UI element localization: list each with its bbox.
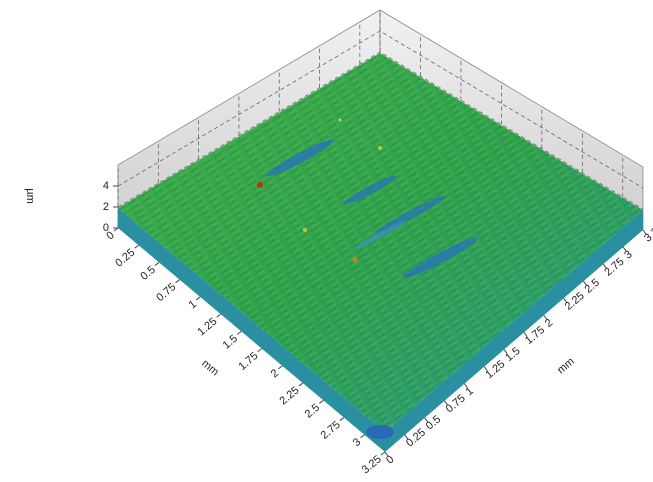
x-tick (339, 417, 345, 421)
x-tick (236, 330, 242, 335)
x-tick-label: 0.75 (154, 281, 178, 304)
x-tick-label: 0.25 (113, 247, 137, 270)
x-tick-label: 1.5 (221, 333, 240, 352)
y-tick-label: 2.5 (583, 277, 602, 296)
y-tick-label: 3.25 (642, 222, 653, 245)
x-tick (278, 365, 283, 370)
x-tick-label: 3.25 (360, 453, 384, 476)
y-tick-label: 1 (463, 385, 475, 398)
y-tick (404, 434, 409, 440)
x-tick (298, 382, 304, 387)
z-tick-label: 2 (103, 201, 109, 213)
z-axis-label: µm (24, 188, 36, 204)
x-tick-label: 1 (187, 298, 199, 311)
x-tick-label: 1.75 (236, 350, 260, 373)
y-tick (384, 451, 389, 457)
x-tick-label: 2.75 (319, 419, 343, 442)
x-tick-label: 3 (351, 436, 363, 449)
y-tick (483, 366, 488, 371)
x-tick (134, 244, 139, 249)
y-tick (543, 315, 548, 320)
x-tick-label: 2.5 (303, 402, 322, 421)
y-tick (503, 349, 508, 354)
y-tick (424, 417, 429, 423)
y-axis-label: mm (555, 355, 577, 376)
y-tick-label: 0.5 (424, 413, 443, 432)
surface (118, 53, 643, 452)
y-tick (583, 280, 587, 286)
y-tick (622, 246, 627, 252)
y-tick (642, 229, 647, 235)
x-tick-label: 2 (269, 367, 281, 380)
z-tick-label: 4 (103, 180, 109, 192)
y-tick-label: 3 (622, 248, 634, 261)
y-tick-label: 2 (543, 317, 555, 330)
y-tick (602, 263, 607, 269)
x-tick (195, 296, 201, 301)
z-tick-label: 0 (103, 222, 109, 234)
x-tick (380, 451, 386, 456)
y-tick-label: 0 (384, 453, 396, 466)
x-tick-label: 2.25 (278, 384, 302, 407)
x-tick (257, 348, 263, 353)
surface-texture (257, 118, 478, 439)
x-tick-label: 1.25 (195, 315, 219, 338)
y-tick (444, 400, 448, 406)
x-tick (154, 262, 160, 266)
surface-texture (118, 53, 643, 432)
x-tick (216, 313, 221, 318)
y-tick-label: 1.5 (503, 345, 522, 364)
x-tick-label: 0.5 (138, 264, 157, 283)
y-tick (463, 383, 468, 388)
grid-line (117, 51, 644, 210)
x-axis-label: mm (199, 357, 221, 378)
grid-line (117, 30, 644, 189)
x-tick (319, 399, 324, 404)
x-tick (360, 434, 365, 439)
y-tick (563, 298, 568, 303)
x-tick (175, 279, 180, 284)
y-tick (523, 332, 528, 337)
